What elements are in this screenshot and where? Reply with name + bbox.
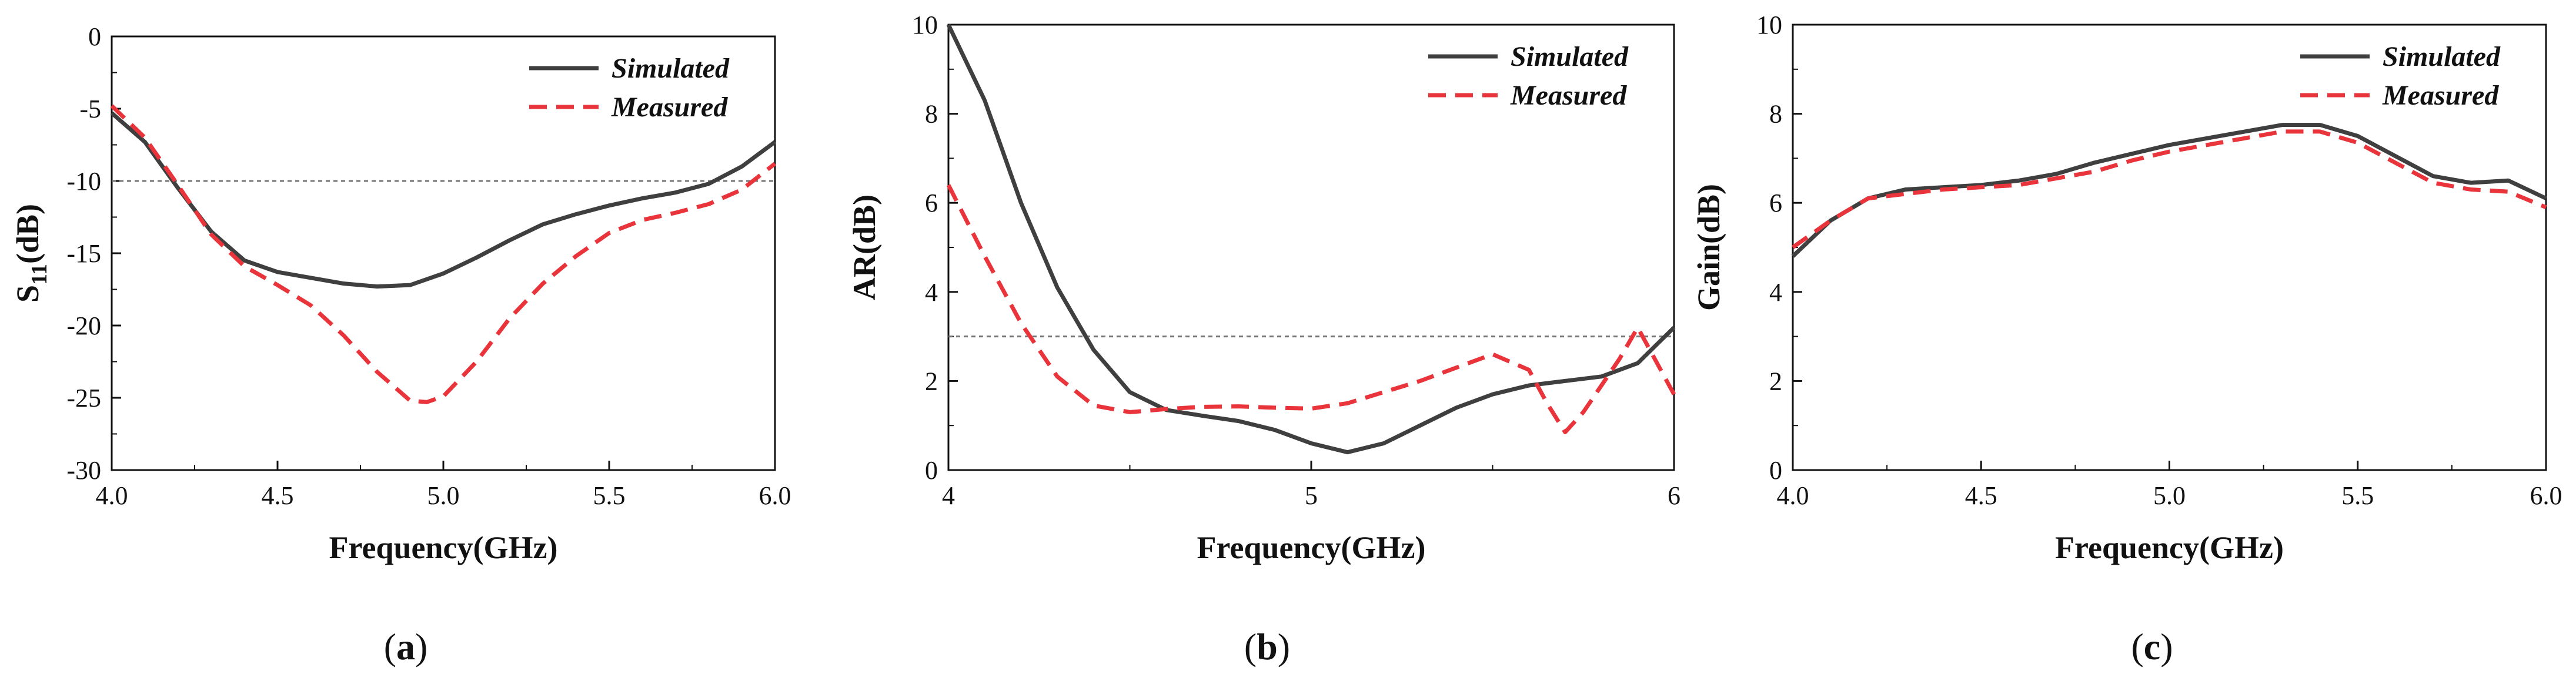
y-tick-label: 10 bbox=[1756, 11, 1782, 39]
y-tick-label: 4 bbox=[1769, 278, 1782, 307]
x-tick-label: 4.5 bbox=[1965, 481, 1997, 510]
y-tick-label: 8 bbox=[1769, 100, 1782, 129]
y-axis-label-subscript: 11 bbox=[27, 264, 52, 285]
x-tick-label: 5.0 bbox=[2153, 481, 2186, 510]
x-tick-label: 5.5 bbox=[593, 481, 626, 510]
caption-letter: a bbox=[396, 626, 415, 667]
x-tick-label: 6.0 bbox=[759, 481, 791, 510]
panel-caption: (b) bbox=[1244, 626, 1290, 667]
x-tick-label: 4 bbox=[942, 481, 955, 510]
y-axis-label-main: Gain(dB) bbox=[1691, 184, 1726, 311]
y-tick-label: 4 bbox=[925, 278, 938, 307]
panel-caption: (c) bbox=[2131, 626, 2173, 667]
x-axis-label: Frequency(GHz) bbox=[1197, 530, 1426, 565]
x-tick-label: 4.0 bbox=[1777, 481, 1809, 510]
legend-label-simulated: Simulated bbox=[1511, 41, 1629, 72]
legend-label-measured: Measured bbox=[2382, 80, 2499, 111]
series-line-simulated bbox=[1791, 123, 2547, 258]
series-line-simulated bbox=[946, 24, 1676, 455]
caption-open-paren: ( bbox=[1244, 626, 1257, 667]
y-axis-label-main: AR(dB) bbox=[847, 194, 882, 300]
caption-open-paren: ( bbox=[384, 626, 396, 667]
y-axis-label-main: S bbox=[10, 285, 45, 303]
series-line-simulated bbox=[110, 111, 777, 289]
y-axis-label: S11(dB) bbox=[10, 204, 52, 303]
x-tick-label: 6 bbox=[1668, 481, 1680, 510]
y-tick-label: 6 bbox=[1769, 189, 1782, 217]
y-axis-label: Gain(dB) bbox=[1691, 184, 1726, 311]
chart-panel-b: 0 2 4 6 8 10 4 5 6 Simulated Measured Frequency(GHz… bbox=[847, 11, 1680, 667]
caption-letter: b bbox=[1257, 626, 1278, 667]
legend-label-simulated: Simulated bbox=[612, 53, 730, 84]
y-tick-label: 2 bbox=[1769, 367, 1782, 395]
caption-close-paren: ) bbox=[2160, 626, 2173, 667]
y-tick-label: 0 bbox=[1769, 456, 1782, 485]
y-tick-label: 6 bbox=[925, 189, 938, 217]
y-tick-label: -20 bbox=[66, 311, 101, 340]
caption-close-paren: ) bbox=[415, 626, 427, 667]
x-tick-label: 5.5 bbox=[2341, 481, 2374, 510]
series-line-measured bbox=[1791, 129, 2547, 249]
x-tick-label: 5 bbox=[1305, 481, 1318, 510]
legend-label-measured: Measured bbox=[611, 92, 728, 123]
caption-close-paren: ) bbox=[1278, 626, 1290, 667]
panel-caption: (a) bbox=[384, 626, 428, 667]
y-tick-label: -10 bbox=[66, 167, 101, 196]
y-tick-label: -30 bbox=[66, 456, 101, 485]
legend-label-measured: Measured bbox=[1510, 80, 1627, 111]
y-tick-label: 8 bbox=[925, 100, 938, 129]
y-tick-label: -5 bbox=[79, 95, 101, 123]
y-tick-label: 2 bbox=[925, 367, 938, 395]
x-axis-label: Frequency(GHz) bbox=[2055, 530, 2284, 565]
caption-letter: c bbox=[2144, 626, 2160, 667]
series-line-measured bbox=[946, 184, 1676, 435]
chart-panel-a: 0 -5 -10 -15 -20 -25 -304.0 4.5 5.0 5.5 6.0 Simulat… bbox=[10, 22, 791, 667]
x-axis-label: Frequency(GHz) bbox=[329, 530, 558, 565]
x-tick-label: 4.0 bbox=[96, 481, 128, 510]
chart-panel-c: 0 2 4 6 8 10 4.0 4.5 5.0 5.5 6.0 Simulated Measured F… bbox=[1691, 11, 2562, 667]
y-tick-label: 0 bbox=[925, 456, 938, 485]
y-tick-label: -15 bbox=[66, 239, 101, 268]
y-tick-label: -25 bbox=[66, 384, 101, 412]
x-tick-label: 6.0 bbox=[2530, 481, 2562, 510]
y-axis-label: AR(dB) bbox=[847, 194, 882, 300]
x-tick-label: 5.0 bbox=[427, 481, 460, 510]
legend-label-simulated: Simulated bbox=[2383, 41, 2501, 72]
caption-open-paren: ( bbox=[2131, 626, 2143, 667]
x-tick-label: 4.5 bbox=[262, 481, 294, 510]
y-tick-label: 0 bbox=[88, 22, 101, 51]
y-axis-label-unit: (dB) bbox=[10, 204, 45, 264]
series-line-measured bbox=[110, 104, 777, 404]
y-tick-label: 10 bbox=[912, 11, 938, 39]
